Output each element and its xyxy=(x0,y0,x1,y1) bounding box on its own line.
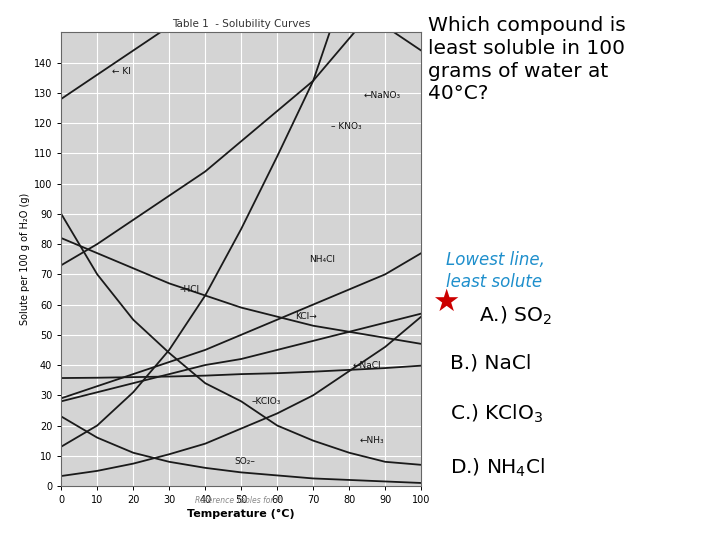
Text: A.) SO$_2$: A.) SO$_2$ xyxy=(479,305,552,327)
Text: –KClO₃: –KClO₃ xyxy=(252,397,282,406)
Text: ★: ★ xyxy=(432,288,459,317)
Text: ←NaCl: ←NaCl xyxy=(353,361,382,369)
Text: SO₂–: SO₂– xyxy=(234,457,255,467)
Text: Lowest line,
least solute: Lowest line, least solute xyxy=(446,251,545,291)
Text: Reference Tables for P: Reference Tables for P xyxy=(195,496,281,505)
Text: Which compound is
least soluble in 100
grams of water at
40°C?: Which compound is least soluble in 100 g… xyxy=(428,16,626,104)
Text: D.) NH$_4$Cl: D.) NH$_4$Cl xyxy=(450,456,545,478)
Text: –HCl: –HCl xyxy=(180,285,200,294)
Text: ← KI: ← KI xyxy=(112,67,130,76)
Text: ←NaNO₃: ←NaNO₃ xyxy=(364,91,401,100)
Text: B.) NaCl: B.) NaCl xyxy=(450,354,531,373)
Title: Table 1  - Solubility Curves: Table 1 - Solubility Curves xyxy=(172,19,310,29)
Text: ←NH₃: ←NH₃ xyxy=(360,436,384,445)
Y-axis label: Solute per 100 g of H₂O (g): Solute per 100 g of H₂O (g) xyxy=(19,193,30,325)
X-axis label: Temperature (°C): Temperature (°C) xyxy=(187,509,295,519)
Text: – KNO₃: – KNO₃ xyxy=(331,122,362,131)
Text: NH₄Cl: NH₄Cl xyxy=(310,255,336,264)
Text: C.) KClO$_3$: C.) KClO$_3$ xyxy=(450,402,544,424)
Text: KCl→: KCl→ xyxy=(295,312,317,321)
